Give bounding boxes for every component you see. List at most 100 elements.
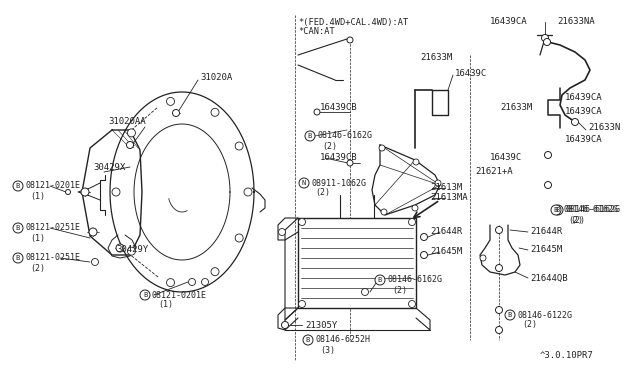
Text: 30429Y: 30429Y	[116, 246, 148, 254]
Circle shape	[495, 307, 502, 314]
Text: 08146-6252H: 08146-6252H	[315, 336, 370, 344]
Circle shape	[543, 38, 550, 45]
Text: 21613MA: 21613MA	[430, 193, 468, 202]
Circle shape	[140, 290, 150, 300]
Text: 31020AA: 31020AA	[108, 118, 146, 126]
Bar	[298, 218, 416, 308]
Text: B: B	[308, 133, 312, 139]
Text: 16439CA: 16439CA	[565, 93, 603, 103]
Text: B: B	[554, 207, 558, 213]
Text: (3): (3)	[320, 346, 335, 355]
Circle shape	[505, 310, 515, 320]
Circle shape	[235, 142, 243, 150]
Circle shape	[545, 151, 552, 158]
Circle shape	[299, 178, 309, 188]
Circle shape	[81, 188, 89, 196]
Text: 08146-6162G: 08146-6162G	[563, 205, 618, 215]
Text: B: B	[16, 225, 20, 231]
Text: (2): (2)	[570, 215, 585, 224]
Circle shape	[13, 253, 23, 263]
Circle shape	[298, 301, 305, 308]
Circle shape	[202, 279, 209, 285]
Circle shape	[13, 223, 23, 233]
Circle shape	[408, 301, 415, 308]
Text: B: B	[143, 292, 147, 298]
Text: 21644R: 21644R	[430, 228, 462, 237]
Text: 21305Y: 21305Y	[305, 321, 337, 330]
Text: 08121-0251E: 08121-0251E	[25, 253, 80, 263]
Circle shape	[235, 234, 243, 242]
Circle shape	[166, 97, 175, 105]
Text: (1): (1)	[158, 301, 173, 310]
Text: 21633N: 21633N	[588, 124, 620, 132]
Text: 16439CA: 16439CA	[490, 17, 527, 26]
Circle shape	[553, 205, 563, 215]
Circle shape	[495, 264, 502, 272]
Circle shape	[495, 327, 502, 334]
Text: B: B	[378, 277, 382, 283]
Circle shape	[211, 268, 219, 276]
Circle shape	[305, 131, 315, 141]
Text: (1): (1)	[30, 192, 45, 201]
Circle shape	[541, 35, 548, 42]
Circle shape	[379, 145, 385, 151]
Text: 31020A: 31020A	[200, 73, 232, 81]
Circle shape	[572, 119, 579, 125]
Circle shape	[420, 234, 428, 241]
Text: 08146-6162G: 08146-6162G	[565, 205, 620, 215]
Text: (2): (2)	[322, 141, 337, 151]
Circle shape	[112, 188, 120, 196]
Text: B: B	[16, 183, 20, 189]
Text: 21633M: 21633M	[420, 54, 452, 62]
Circle shape	[65, 189, 70, 195]
Text: 21613M: 21613M	[430, 183, 462, 192]
Circle shape	[89, 228, 97, 236]
Text: B: B	[556, 207, 560, 213]
Text: (2): (2)	[392, 285, 407, 295]
Text: N: N	[302, 180, 306, 186]
Text: (2): (2)	[522, 321, 537, 330]
Circle shape	[413, 159, 419, 165]
Circle shape	[244, 188, 252, 196]
Text: 16439C: 16439C	[455, 68, 487, 77]
Text: 30429X: 30429X	[93, 164, 125, 173]
Circle shape	[278, 228, 285, 235]
Text: 21644QB: 21644QB	[530, 273, 568, 282]
Text: ^3.0.10PR7: ^3.0.10PR7	[540, 350, 594, 359]
Text: 21644R: 21644R	[530, 228, 563, 237]
Text: 16439CA: 16439CA	[565, 135, 603, 144]
Text: (2): (2)	[568, 215, 583, 224]
Circle shape	[412, 205, 418, 211]
Circle shape	[362, 289, 369, 295]
Circle shape	[189, 279, 195, 285]
Circle shape	[127, 247, 136, 255]
Circle shape	[92, 259, 99, 266]
Circle shape	[116, 244, 124, 252]
Text: 21645M: 21645M	[530, 246, 563, 254]
Text: 21621+A: 21621+A	[475, 167, 513, 176]
Circle shape	[211, 108, 219, 116]
Text: B: B	[508, 312, 512, 318]
Text: 08146-6122G: 08146-6122G	[517, 311, 572, 320]
Text: 21633M: 21633M	[500, 103, 532, 112]
Text: 08146-6162G: 08146-6162G	[317, 131, 372, 141]
Circle shape	[381, 209, 387, 215]
Text: 08121-0201E: 08121-0201E	[25, 182, 80, 190]
Circle shape	[303, 335, 313, 345]
Circle shape	[551, 205, 561, 215]
Text: 16439CA: 16439CA	[565, 108, 603, 116]
Circle shape	[127, 141, 134, 148]
Text: 08121-0201E: 08121-0201E	[152, 291, 207, 299]
Circle shape	[282, 321, 289, 328]
Text: 16439CB: 16439CB	[320, 103, 358, 112]
Text: *(FED.4WD+CAL.4WD):AT: *(FED.4WD+CAL.4WD):AT	[298, 17, 408, 26]
Circle shape	[347, 160, 353, 166]
Circle shape	[545, 182, 552, 189]
Circle shape	[298, 218, 305, 225]
Text: B: B	[16, 255, 20, 261]
Circle shape	[375, 275, 385, 285]
Circle shape	[13, 181, 23, 191]
Text: (2): (2)	[315, 189, 330, 198]
Text: B: B	[306, 337, 310, 343]
Text: 08146-6162G: 08146-6162G	[387, 276, 442, 285]
